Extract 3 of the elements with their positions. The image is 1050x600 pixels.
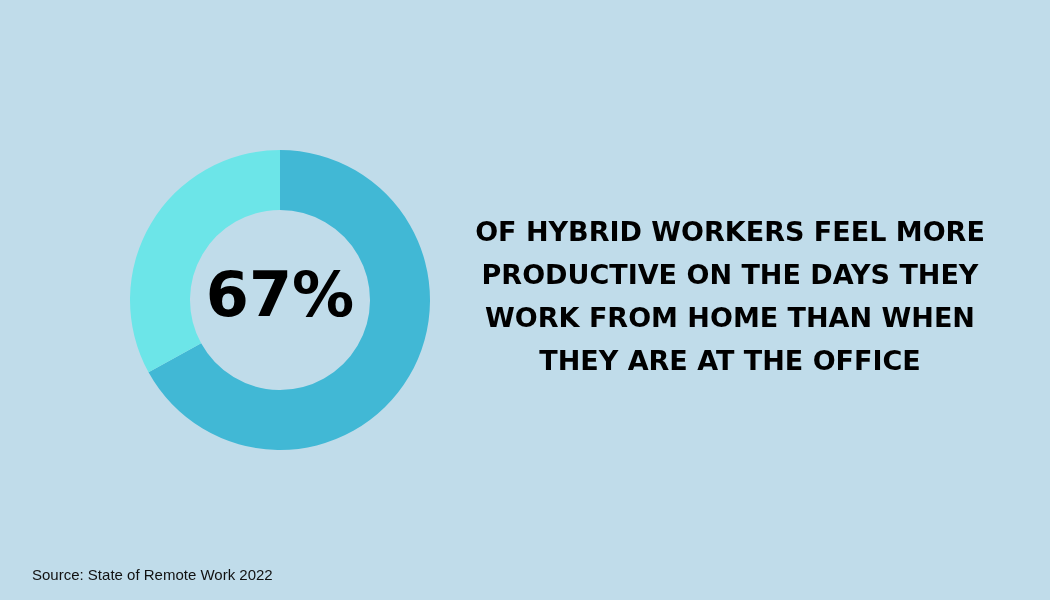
source-note: Source: State of Remote Work 2022 <box>32 566 273 583</box>
data-label: 67% <box>205 258 355 332</box>
text: OF HYBRID WORKERS FEEL MORE PRODUCTIVE ON THE DAYS THEY WORK FROM HOME THAN WHEN THEY ARE AT THE OFFICE <box>474 215 986 378</box>
